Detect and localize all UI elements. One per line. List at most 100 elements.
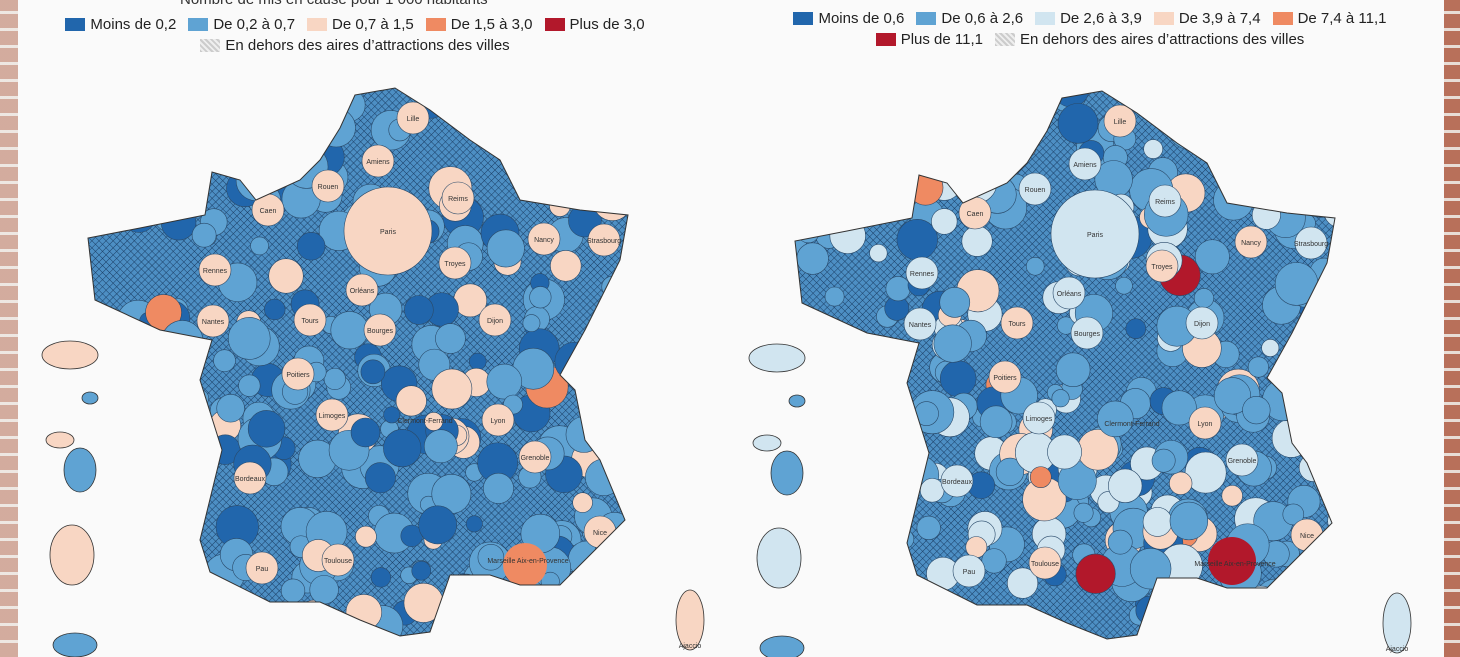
urban-area xyxy=(490,117,534,161)
city-label: Bordeaux xyxy=(942,479,972,486)
city-area xyxy=(1022,401,1056,435)
urban-area xyxy=(869,244,888,263)
city-area xyxy=(1294,226,1328,260)
city-label: Strasbourg xyxy=(587,238,621,245)
urban-area xyxy=(1327,506,1335,535)
urban-area xyxy=(477,544,505,571)
urban-area xyxy=(1274,262,1319,306)
city-label: Nancy xyxy=(534,237,554,244)
urban-area xyxy=(929,94,971,136)
marseille-area xyxy=(503,543,547,587)
urban-area xyxy=(866,378,889,401)
urban-area xyxy=(1261,339,1280,357)
city-area xyxy=(441,181,475,215)
left-france-map: Lille Amiens Rouen Caen Paris Reims Nancy Stras… xyxy=(41,87,705,657)
legend-swatch xyxy=(1153,12,1174,25)
urban-area xyxy=(979,405,1013,439)
urban-area xyxy=(234,609,279,636)
city-area xyxy=(1018,172,1052,206)
legend-swatch xyxy=(793,12,814,25)
city-area xyxy=(315,398,349,432)
urban-area xyxy=(1052,91,1090,108)
urban-area xyxy=(1016,137,1037,158)
urban-area xyxy=(1242,395,1271,425)
urban-area xyxy=(1295,602,1330,637)
urban-area xyxy=(465,515,483,533)
urban-area xyxy=(896,218,938,261)
urban-area xyxy=(537,614,581,636)
urban-area xyxy=(1218,622,1238,639)
city-label: Bourges xyxy=(367,328,394,335)
urban-area xyxy=(933,324,972,363)
urban-area xyxy=(383,406,401,424)
urban-area xyxy=(201,612,245,636)
urban-area xyxy=(227,317,271,360)
urban-area xyxy=(531,88,572,126)
urban-area xyxy=(899,578,924,602)
legend-swatch xyxy=(916,12,937,25)
urban-area xyxy=(979,606,1020,639)
urban-area xyxy=(123,566,149,591)
city-label: Orléans xyxy=(1057,291,1082,298)
urban-area xyxy=(1298,427,1321,450)
urban-area xyxy=(1194,239,1230,275)
legend-item: Moins de 0,6 xyxy=(793,10,904,27)
urban-area xyxy=(128,97,148,117)
urban-area xyxy=(1167,105,1212,150)
legend-label: De 3,9 à 7,4 xyxy=(1178,10,1261,27)
legend-item: De 0,6 à 2,6 xyxy=(916,10,1023,27)
urban-area xyxy=(1210,92,1229,111)
urban-area xyxy=(585,458,623,497)
urban-area xyxy=(1317,588,1335,622)
urban-area xyxy=(1221,485,1243,507)
urban-area xyxy=(1057,103,1099,144)
urban-area xyxy=(836,370,866,400)
urban-area xyxy=(1319,358,1335,404)
urban-area xyxy=(1178,578,1203,603)
city-label: Clermont-Ferrand xyxy=(1104,421,1159,428)
city-label: Rouen xyxy=(318,184,339,191)
urban-area xyxy=(90,198,121,229)
urban-area xyxy=(561,135,593,166)
urban-area xyxy=(330,311,369,350)
urban-area xyxy=(529,286,552,309)
urban-area xyxy=(1238,138,1259,160)
urban-area xyxy=(136,445,178,488)
urban-area xyxy=(1193,288,1214,309)
urban-area xyxy=(995,114,1039,158)
city-label: Pau xyxy=(256,566,269,573)
urban-area xyxy=(1205,595,1235,624)
legend-label: Moins de 0,6 xyxy=(818,10,905,27)
urban-area xyxy=(1288,586,1312,610)
city-area xyxy=(343,186,433,276)
urban-area xyxy=(316,108,356,148)
urban-area xyxy=(1143,139,1164,159)
legend-swatch xyxy=(188,18,209,31)
urban-area xyxy=(247,410,286,448)
city-label: Pau xyxy=(963,569,976,576)
urban-area xyxy=(1251,200,1281,230)
urban-area xyxy=(418,505,457,545)
urban-area xyxy=(1107,529,1133,555)
legend-label: Plus de 11,1 xyxy=(900,31,983,48)
urban-area xyxy=(268,258,304,294)
urban-area xyxy=(813,435,835,457)
urban-area xyxy=(161,320,204,363)
urban-area xyxy=(462,599,495,632)
city-label: Poitiers xyxy=(993,375,1017,382)
urban-area xyxy=(486,229,525,268)
city-label: Nice xyxy=(593,530,607,537)
urban-area xyxy=(521,99,551,129)
legend-item: De 1,5 à 3,0 xyxy=(425,16,533,33)
legend-label: De 2,6 à 3,9 xyxy=(1060,10,1142,27)
urban-area xyxy=(852,606,877,631)
urban-area xyxy=(1297,98,1334,135)
urban-area xyxy=(597,557,628,597)
urban-area xyxy=(345,594,383,631)
urban-area xyxy=(506,121,549,165)
urban-area xyxy=(613,337,628,362)
urban-area xyxy=(1318,383,1335,410)
urban-area xyxy=(484,121,510,147)
city-label: Limoges xyxy=(1026,416,1053,423)
overseas-territory xyxy=(675,589,705,651)
